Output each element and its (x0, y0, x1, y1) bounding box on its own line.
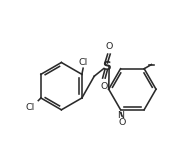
Text: O: O (118, 118, 126, 127)
Text: O: O (100, 82, 108, 91)
Text: N: N (117, 111, 124, 120)
Text: Cl: Cl (79, 58, 88, 67)
Text: Cl: Cl (25, 103, 35, 111)
Text: O: O (106, 42, 113, 51)
Text: S: S (102, 60, 111, 73)
